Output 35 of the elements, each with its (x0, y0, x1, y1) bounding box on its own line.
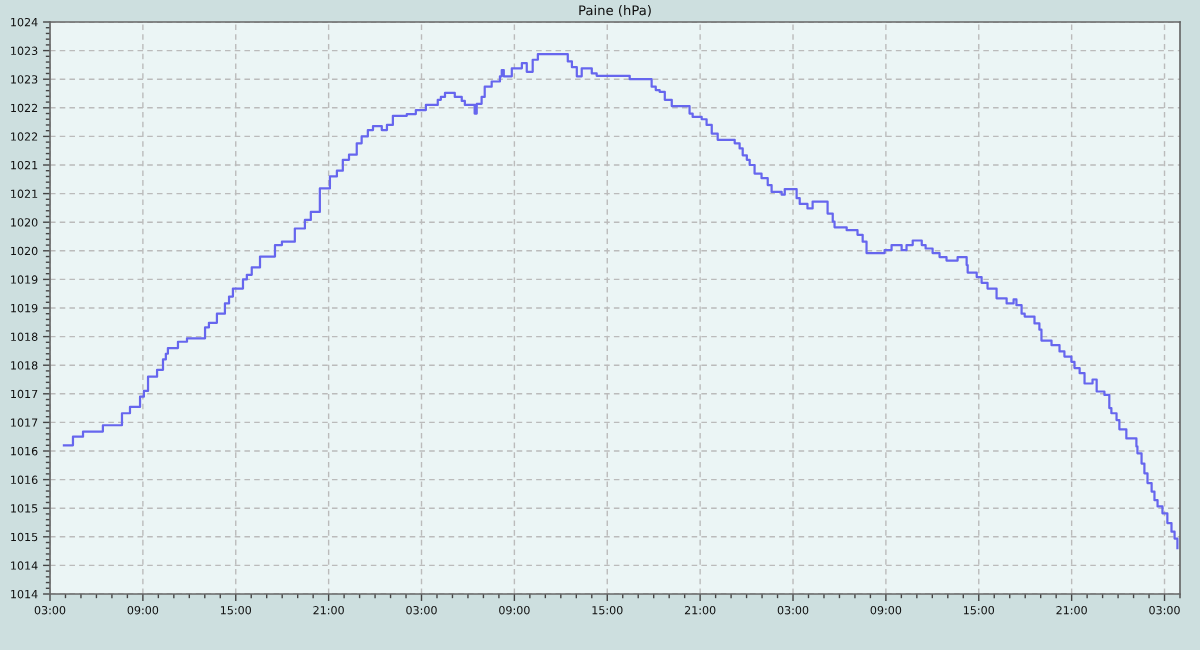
x-tick-label: 03:00 (34, 606, 66, 615)
y-tick-label: 1021 (11, 189, 38, 198)
x-tick-label: 15:00 (963, 606, 995, 615)
y-tick-label: 1019 (11, 303, 38, 313)
y-tick-label: 1019 (11, 275, 38, 284)
y-tick-label: 1022 (11, 132, 38, 141)
y-tick-label: 1024 (11, 17, 38, 27)
y-tick-label: 1017 (11, 418, 38, 427)
x-tick-label: 21:00 (684, 606, 716, 615)
x-tick-label: 15:00 (592, 606, 623, 615)
x-tick-label: 09:00 (127, 606, 159, 615)
x-tick-label: 15:00 (220, 606, 252, 615)
x-tick-label: 03:00 (406, 606, 437, 615)
y-tick-label: 1021 (11, 160, 38, 170)
y-tick-label: 1023 (11, 46, 38, 55)
y-tick-label: 1018 (11, 361, 38, 370)
y-tick-label: 1016 (11, 446, 38, 456)
y-tick-label: 1023 (11, 75, 38, 84)
y-tick-label: 1015 (11, 504, 38, 513)
y-tick-label: 1022 (11, 103, 38, 113)
x-tick-label: 09:00 (499, 606, 530, 615)
y-tick-label: 1015 (11, 532, 38, 542)
chart-title: Paine (hPa) (579, 5, 651, 17)
x-tick-label: 21:00 (1056, 606, 1087, 615)
y-tick-label: 1020 (11, 246, 38, 256)
y-tick-label: 1014 (11, 561, 38, 570)
x-tick-label: 09:00 (870, 606, 902, 615)
y-tick-label: 1018 (11, 332, 38, 341)
x-tick-label: 03:00 (777, 606, 809, 615)
y-tick-label: 1014 (11, 589, 38, 599)
y-tick-label: 1017 (11, 389, 38, 399)
y-tick-label: 1016 (11, 475, 38, 484)
y-tick-label: 1020 (11, 218, 38, 227)
x-tick-label: 21:00 (313, 606, 344, 615)
x-tick-label: 03:00 (1149, 606, 1180, 615)
